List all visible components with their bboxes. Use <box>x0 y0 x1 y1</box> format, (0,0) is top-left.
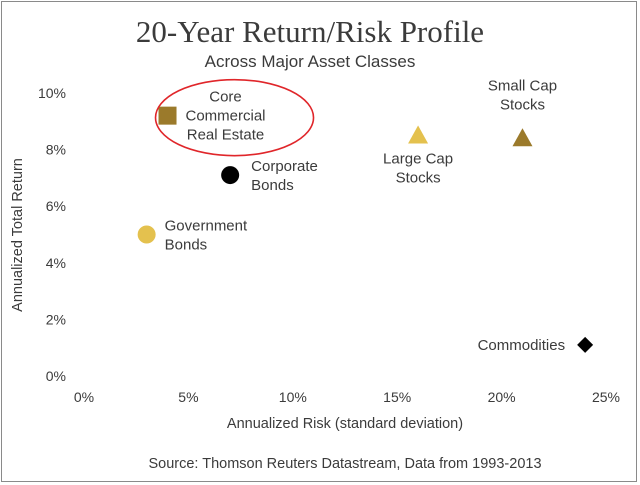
chart-source: Source: Thomson Reuters Datastream, Data… <box>148 456 541 472</box>
point-group: Small Cap Stocks <box>488 77 557 147</box>
y-tick-label: 6% <box>46 198 66 214</box>
y-axis-label: Annualized Total Return <box>10 158 26 312</box>
highlight-ellipse <box>154 78 315 157</box>
point-label: Commercial <box>186 108 266 125</box>
x-axis-ticks: 0% 5% 10% 15% 20% 25% <box>74 389 620 405</box>
circle-marker <box>221 166 240 185</box>
y-tick-label: 10% <box>38 85 66 101</box>
y-tick-label: 4% <box>46 255 66 271</box>
point-label: Stocks <box>396 169 441 186</box>
chart-title: 20-Year Return/Risk Profile <box>136 14 484 49</box>
triangle-marker <box>408 125 429 144</box>
x-axis-label: Annualized Risk (standard deviation) <box>227 416 463 432</box>
diamond-marker <box>577 336 594 353</box>
chart-subtitle: Across Major Asset Classes <box>205 52 416 71</box>
y-axis-ticks: 0% 2% 4% 6% 8% 10% <box>38 85 66 384</box>
point-label: Small Cap <box>488 77 557 94</box>
x-tick-label: 5% <box>178 389 198 405</box>
point-group: Commodities <box>478 336 594 354</box>
point-group: Large Cap Stocks <box>383 125 453 186</box>
x-tick-label: 0% <box>74 389 94 405</box>
point-group: Government Bonds <box>137 218 248 254</box>
point-label: Commodities <box>478 337 566 354</box>
y-tick-label: 8% <box>46 142 66 158</box>
x-tick-label: 20% <box>488 389 516 405</box>
point-group: Corporate Bonds <box>221 158 318 194</box>
point-label: Stocks <box>500 96 545 113</box>
x-tick-label: 25% <box>592 389 620 405</box>
point-label: Government <box>165 218 248 235</box>
y-tick-label: 0% <box>46 368 66 384</box>
y-tick-label: 2% <box>46 311 66 327</box>
point-label: Large Cap <box>383 150 453 167</box>
point-label: Bonds <box>251 177 294 194</box>
x-tick-label: 10% <box>279 389 307 405</box>
point-label: Bonds <box>165 237 208 254</box>
point-label: Core <box>209 89 242 106</box>
point-label: Corporate <box>251 158 318 175</box>
point-label: Real Estate <box>187 127 265 144</box>
x-tick-label: 15% <box>383 389 411 405</box>
circle-marker <box>137 225 156 244</box>
square-marker <box>158 106 177 125</box>
point-group: Core Commercial Real Estate <box>154 78 315 157</box>
triangle-marker <box>512 128 533 147</box>
